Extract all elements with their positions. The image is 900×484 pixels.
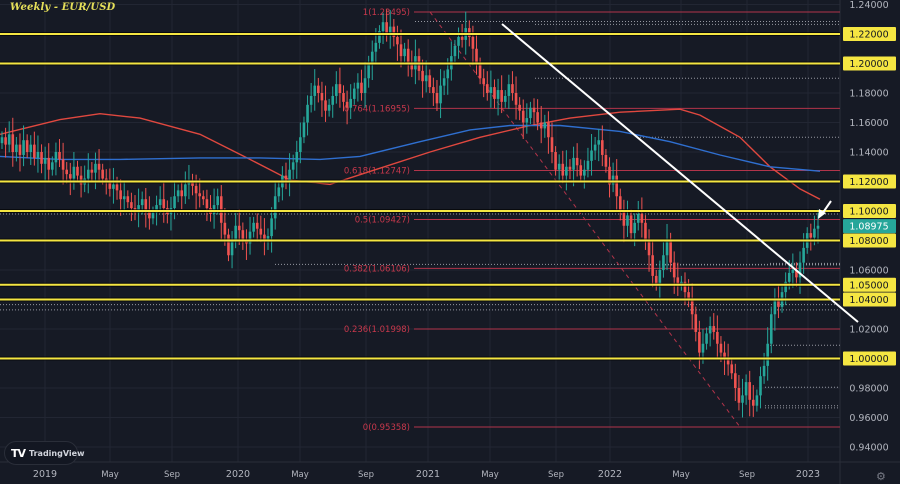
time-tick-label: 2020	[226, 469, 250, 480]
tradingview-badge[interactable]: TV TradingView	[4, 441, 84, 465]
time-tick-label: May	[101, 470, 119, 480]
moving-averages	[0, 108, 821, 200]
price-tick-label: 1.05000	[849, 280, 888, 291]
price-tick-label: 1.00000	[849, 354, 888, 365]
price-tick-label: 1.16000	[849, 118, 888, 129]
price-tick-label: 1.02000	[849, 325, 888, 336]
price-tick-label: 0.96000	[849, 413, 888, 424]
time-tick-label: May	[291, 470, 309, 480]
trendline[interactable]	[501, 23, 859, 323]
time-tick-label: Sep	[739, 470, 755, 480]
price-tick-label: 0.94000	[849, 443, 888, 454]
price-tick-label: 1.08000	[849, 236, 888, 247]
tradingview-text: TradingView	[29, 448, 85, 458]
fib-label: 0.5(1.09427)	[355, 215, 410, 225]
fib-label: 0.764(1.16955)	[344, 104, 410, 114]
time-tick-label: Sep	[358, 470, 374, 480]
time-tick-label: Sep	[164, 470, 180, 480]
fib-label: 0.236(1.01998)	[344, 325, 410, 335]
fibonacci-retracement[interactable]: 1(1.23495)0.764(1.16955)0.618(1.12747)0.…	[344, 8, 840, 433]
price-tick-label: 1.20000	[849, 59, 888, 70]
price-tick-label: 1.06000	[849, 266, 888, 277]
time-tick-label: 2021	[416, 469, 440, 480]
settings-gear-icon[interactable]: ⚙	[876, 471, 886, 483]
dotted-price-lines	[0, 20, 840, 409]
price-tick-label: 1.04000	[849, 295, 888, 306]
chart-title: Weekly - EUR/USD	[10, 2, 116, 13]
price-tick-label: 1.24000	[849, 0, 888, 11]
price-tick-label: 1.18000	[849, 89, 888, 100]
time-axis[interactable]: 2019 May Sep 2020 May Sep 2021 May Sep 2022 May Sep…	[33, 469, 820, 480]
time-tick-label: May	[672, 470, 690, 480]
fib-label: 0(0.95358)	[363, 423, 410, 433]
time-tick-label: 2019	[33, 469, 57, 480]
arrow-annotation[interactable]	[818, 200, 832, 219]
price-axis[interactable]: 1.24000 1.22000 1.20000 1.18000 1.16000 1.140…	[843, 0, 896, 454]
price-tick-label: 1.14000	[849, 148, 888, 159]
candlestick-series	[0, 9, 820, 418]
time-tick-label: 2022	[598, 469, 622, 480]
fib-label: 0.618(1.12747)	[344, 166, 410, 176]
support-resistance-levels[interactable]	[0, 32, 840, 361]
time-tick-label: May	[481, 470, 499, 480]
price-tick-label: 1.12000	[849, 177, 888, 188]
current-price-label: 1.08975	[849, 222, 888, 233]
price-tick-label: 1.10000	[849, 207, 888, 218]
time-tick-label: 2023	[796, 469, 820, 480]
fib-label: 0.382(1.06106)	[344, 264, 410, 274]
price-tick-label: 1.22000	[849, 30, 888, 41]
tradingview-logo-icon: TV	[11, 446, 26, 460]
time-tick-label: Sep	[548, 470, 564, 480]
price-tick-label: 0.98000	[849, 384, 888, 395]
